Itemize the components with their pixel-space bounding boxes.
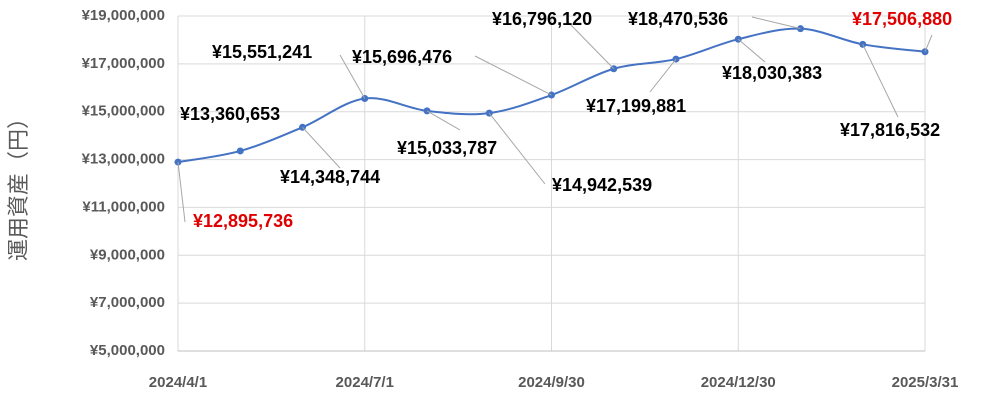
value-label: ¥16,796,120	[492, 9, 592, 29]
leader-line	[924, 34, 933, 52]
value-label: ¥13,360,653	[180, 104, 280, 124]
leader-line	[339, 54, 366, 99]
x-tick-label: 2024/7/1	[336, 374, 394, 391]
y-tick-label: ¥9,000,000	[90, 246, 165, 263]
leader-line	[488, 112, 546, 185]
leader-line	[302, 126, 341, 169]
value-label: ¥17,816,532	[840, 120, 940, 140]
leader-line	[474, 55, 552, 96]
value-label: ¥15,033,787	[397, 138, 497, 158]
value-label: ¥14,942,539	[552, 175, 652, 195]
value-label: ¥18,470,536	[628, 9, 728, 29]
value-label: ¥17,199,881	[586, 96, 686, 116]
y-tick-label: ¥7,000,000	[90, 294, 165, 311]
y-tick-label: ¥13,000,000	[82, 151, 165, 168]
value-label: ¥18,030,383	[722, 63, 822, 83]
x-tick-label: 2024/12/30	[701, 374, 776, 391]
y-tick-label: ¥15,000,000	[82, 103, 165, 120]
y-tick-label: ¥11,000,000	[82, 198, 165, 215]
x-tick-label: 2025/3/31	[892, 374, 959, 391]
leader-line	[426, 110, 461, 131]
value-label: ¥15,696,476	[352, 47, 452, 67]
y-tick-label: ¥19,000,000	[82, 7, 165, 24]
leader-line	[751, 16, 801, 30]
value-label: ¥15,551,241	[212, 42, 312, 62]
leader-line	[737, 38, 766, 63]
y-axis-label: 運用資産（円）	[6, 107, 31, 261]
value-label: ¥17,506,880	[852, 9, 952, 29]
marker	[236, 147, 244, 155]
y-tick-label: ¥17,000,000	[82, 55, 165, 72]
x-tick-label: 2024/4/1	[149, 374, 207, 391]
leader-line	[862, 44, 899, 118]
value-label: ¥12,895,736	[193, 211, 293, 231]
x-tick-label: 2024/9/30	[518, 374, 585, 391]
leader-line	[567, 21, 615, 70]
value-label: ¥14,348,744	[280, 167, 380, 187]
leader-line	[177, 162, 186, 223]
leader-line	[649, 58, 677, 93]
y-tick-label: ¥5,000,000	[90, 342, 165, 359]
marker	[797, 25, 804, 33]
